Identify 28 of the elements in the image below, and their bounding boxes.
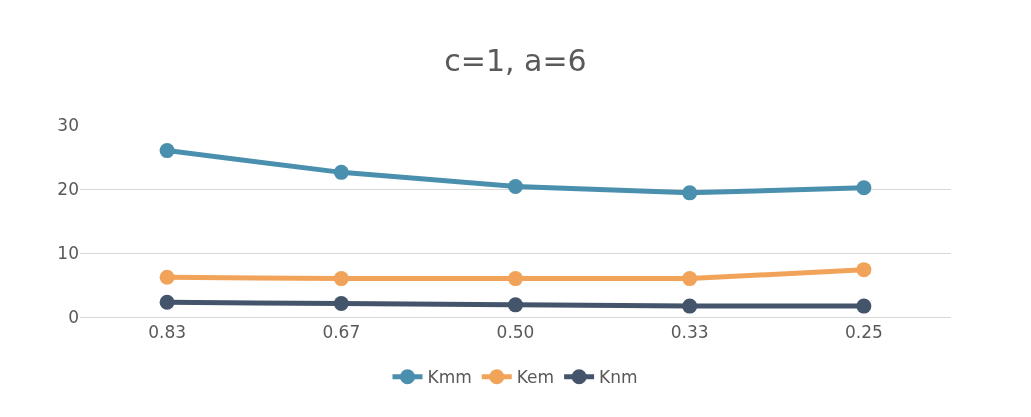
legend-label: Kmm — [427, 367, 472, 388]
point — [856, 262, 872, 278]
point — [682, 298, 698, 314]
point — [508, 297, 523, 313]
x-tick-label: 0.50 — [496, 322, 535, 343]
x-tick-label: 0.33 — [670, 322, 709, 343]
point — [333, 164, 349, 180]
point — [856, 180, 872, 196]
y-tick-label: 0 — [68, 306, 79, 327]
legend-label: Knm — [599, 367, 638, 388]
point — [159, 269, 175, 285]
y-tick-label: 20 — [57, 178, 79, 199]
y-tick-label: 10 — [57, 242, 79, 263]
x-tick-label: 0.25 — [844, 322, 883, 343]
point — [333, 271, 349, 287]
point — [682, 271, 698, 287]
legend-label: Kem — [516, 367, 555, 388]
point — [508, 271, 523, 287]
point — [159, 294, 175, 310]
x-tick-label: 0.83 — [148, 322, 187, 343]
point — [333, 296, 349, 312]
y-tick-label: 30 — [57, 114, 79, 135]
point — [856, 298, 872, 314]
x-tick-label: 0.67 — [322, 322, 361, 343]
point — [508, 178, 523, 194]
chart-title: c=1, a=6 — [444, 43, 587, 79]
point — [682, 185, 698, 201]
point — [159, 143, 175, 159]
